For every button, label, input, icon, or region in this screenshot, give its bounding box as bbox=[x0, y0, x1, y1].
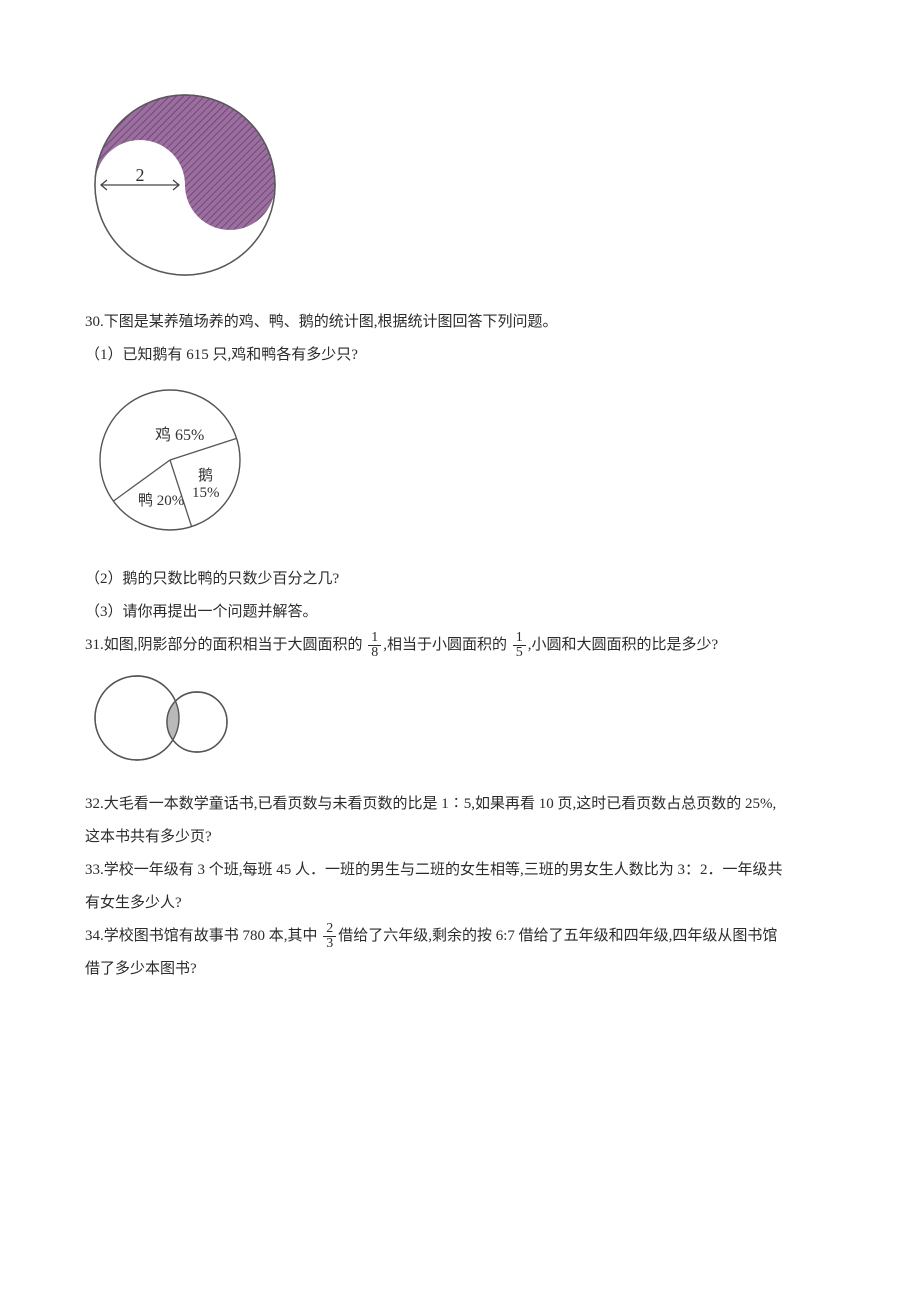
q34-part-b: 借给了六年级,剩余的按 6:7 借给了五年级和四年级,四年级从图书馆 bbox=[338, 928, 777, 944]
q34: 34.学校图书馆有故事书 780 本,其中 23借给了六年级,剩余的按 6:7 … bbox=[85, 920, 860, 953]
pie-label-duck: 鸭 20% bbox=[138, 492, 184, 509]
two-circles-svg bbox=[85, 670, 255, 765]
q31-part-a: 31.如图,阴影部分的面积相当于大圆面积的 bbox=[85, 637, 366, 653]
pie-svg: 鸡 65% 鹅 15% 鸭 20% bbox=[85, 380, 265, 540]
q31-part-b: ,相当于小圆面积的 bbox=[383, 637, 511, 653]
yinyang-label: 2 bbox=[136, 165, 145, 185]
frac-1-5: 15 bbox=[513, 631, 526, 660]
yinyang-svg: 2 bbox=[85, 88, 285, 283]
frac-2-3: 23 bbox=[323, 922, 336, 951]
q30-sub3: （3）请你再提出一个问题并解答。 bbox=[85, 596, 860, 629]
q31: 31.如图,阴影部分的面积相当于大圆面积的 18,相当于小圆面积的 15,小圆和… bbox=[85, 629, 860, 662]
q32-line2: 这本书共有多少页? bbox=[85, 821, 860, 854]
frac-1-8: 18 bbox=[368, 631, 381, 660]
q34-part-a: 34.学校图书馆有故事书 780 本,其中 bbox=[85, 928, 321, 944]
q32-line1: 32.大毛看一本数学童话书,已看页数与未看页数的比是 1∶5,如果再看 10 页… bbox=[85, 788, 860, 821]
pie-label-goose-2: 15% bbox=[192, 485, 220, 501]
q31-part-c: ,小圆和大圆面积的比是多少? bbox=[528, 637, 718, 653]
pie-label-chicken: 鸡 65% bbox=[155, 426, 204, 444]
q34-line2: 借了多少本图书? bbox=[85, 953, 860, 986]
q30-sub1: （1）已知鹅有 615 只,鸡和鸭各有多少只? bbox=[85, 339, 860, 372]
q33-line1: 33.学校一年级有 3 个班,每班 45 人．一班的男生与二班的女生相等,三班的… bbox=[85, 854, 860, 887]
two-circles-figure bbox=[85, 670, 860, 778]
q30-sub2: （2）鹅的只数比鸭的只数少百分之几? bbox=[85, 563, 860, 596]
pie-figure: 鸡 65% 鹅 15% 鸭 20% bbox=[85, 380, 860, 553]
yinyang-figure: 2 bbox=[85, 88, 860, 296]
q33-line2: 有女生多少人? bbox=[85, 887, 860, 920]
pie-label-goose-1: 鹅 bbox=[198, 467, 213, 484]
q30-intro: 30.下图是某养殖场养的鸡、鸭、鹅的统计图,根据统计图回答下列问题。 bbox=[85, 306, 860, 339]
